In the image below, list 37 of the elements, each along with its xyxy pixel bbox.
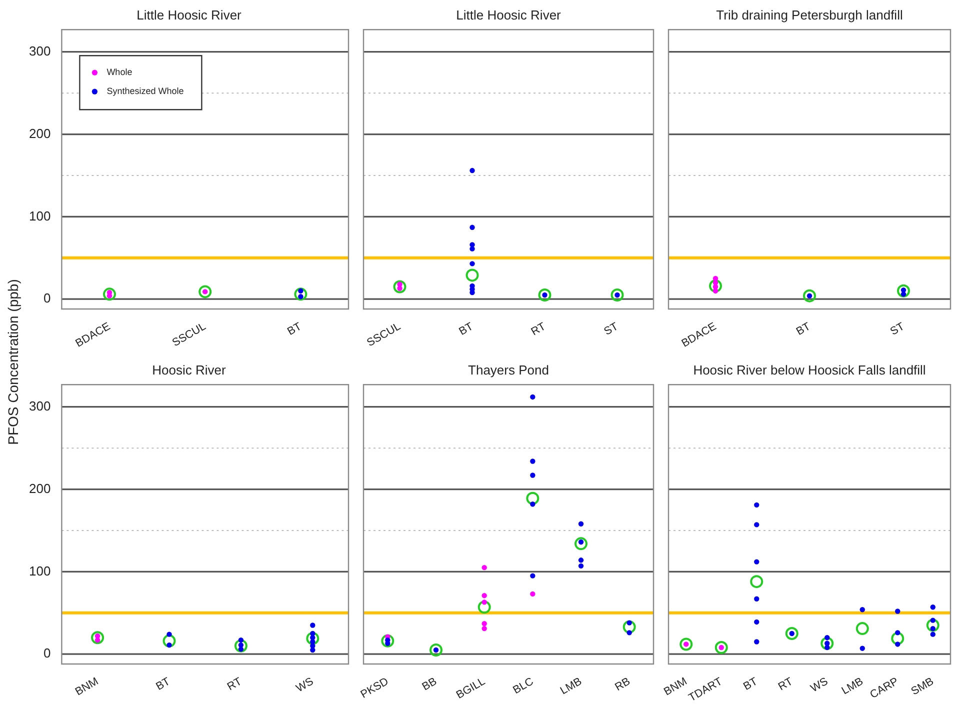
x-tick-label: BT (741, 675, 760, 693)
x-tick-label: LMB (558, 676, 584, 698)
x-tick-label: SMB (909, 676, 936, 698)
x-tick-label: LMB (840, 676, 866, 698)
x-tick-label: ST (602, 320, 621, 338)
y-tick-label: 200 (28, 126, 51, 141)
y-tick-label: 100 (28, 563, 51, 578)
x-tick-label: BT (794, 320, 813, 338)
x-tick-label: BNM (73, 676, 101, 698)
x-tick-label: BT (154, 675, 172, 693)
x-tick-label: WS (294, 676, 316, 695)
chart-title: Trib draining Petersburgh landfill (716, 7, 903, 22)
legend-label: Synthesized Whole (106, 86, 184, 96)
chart-title: Hoosic River below Hoosick Falls landfill (693, 362, 926, 378)
x-tick-label: BT (457, 320, 476, 338)
x-tick-label: WS (808, 676, 830, 695)
x-tick-label: BB (420, 676, 440, 694)
x-tick-label: RT (529, 320, 548, 338)
chart-title: Thayers Pond (468, 362, 549, 378)
x-tick-label: BLC (511, 676, 536, 697)
y-tick-label: 100 (28, 208, 51, 224)
y-tick-label: 0 (43, 646, 51, 661)
y-tick-label: 200 (28, 480, 51, 496)
y-axis-title: PFOS Concentration (ppb) (5, 278, 21, 444)
x-tick-label: RT (776, 675, 796, 694)
x-tick-label: BNM (662, 676, 690, 698)
x-tick-label: RT (225, 675, 244, 694)
y-tick-label: 300 (28, 43, 51, 58)
legend-label: Whole (106, 67, 132, 78)
x-tick-label: RB (613, 676, 632, 694)
y-tick-label: 0 (43, 290, 51, 306)
chart-title: Little Hoosic River (456, 7, 562, 22)
chart-title: Hoosic River (152, 362, 227, 378)
x-tick-label: BT (286, 320, 304, 338)
x-tick-label: ST (888, 320, 907, 338)
chart-title: Little Hoosic River (136, 7, 242, 22)
y-tick-label: 300 (28, 398, 51, 414)
